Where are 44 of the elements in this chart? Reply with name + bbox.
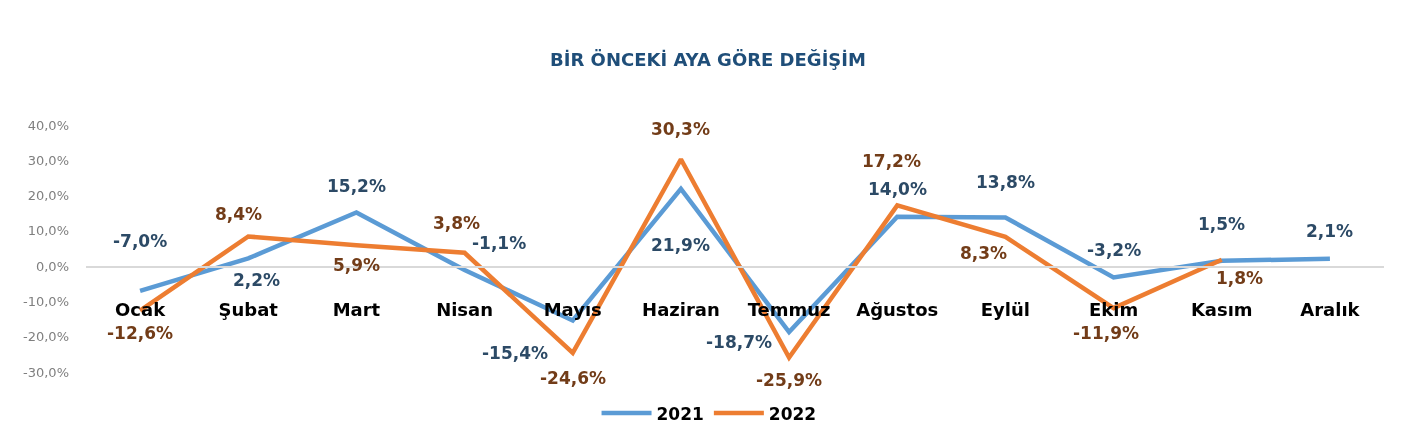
x-tick-label: Haziran [642,299,720,321]
data-label: -3,2% [1087,240,1142,260]
legend-label: 2021 [656,403,704,424]
data-label: 2,2% [233,270,281,290]
data-label: 21,9% [651,235,710,255]
data-label: 17,2% [862,151,921,171]
chart-title: BİR ÖNCEKİ AYA GÖRE DEĞİŞİM [550,49,866,71]
data-label: -25,9% [756,370,823,390]
x-tick-label: Ekim [1088,299,1139,321]
y-tick-label: 0,0% [35,258,69,274]
y-tick-label: 30,0% [27,152,69,168]
data-label: 14,0% [868,179,927,199]
data-label: 2,1% [1306,221,1354,241]
data-label: -15,4% [482,343,549,363]
data-label: -1,1% [472,233,527,253]
x-tick-label: Nisan [436,299,494,321]
data-label: 1,8% [1216,268,1264,288]
data-label: -7,0% [113,231,168,251]
data-label: 3,8% [433,213,481,233]
x-tick-label: Eylül [980,299,1031,321]
data-label: 15,2% [327,176,386,196]
data-label: 13,8% [976,172,1035,192]
x-tick-label: Ocak [115,299,167,321]
x-tick-label: Kasım [1190,299,1253,321]
legend-label: 2022 [768,403,817,424]
y-tick-label: 10,0% [27,223,69,239]
y-tick-label: 40,0% [27,117,69,133]
data-label: -12,6% [107,323,174,343]
y-tick-label: -30,0% [23,364,69,380]
data-label: 8,4% [215,204,263,224]
data-label: 5,9% [333,255,381,275]
y-tick-label: 20,0% [27,188,69,204]
x-tick-label: Aralık [1300,299,1361,321]
data-label: -11,9% [1073,323,1140,343]
data-label: 8,3% [960,243,1008,263]
data-label: 1,5% [1198,214,1246,234]
data-label: -18,7% [706,332,773,352]
data-label: 30,3% [651,119,710,139]
x-tick-label: Ağustos [856,299,939,321]
x-tick-label: Şubat [218,299,279,321]
y-tick-label: -20,0% [23,329,69,345]
data-label: -24,6% [540,368,607,388]
x-tick-label: Mart [332,299,381,321]
y-tick-label: -10,0% [23,293,69,309]
